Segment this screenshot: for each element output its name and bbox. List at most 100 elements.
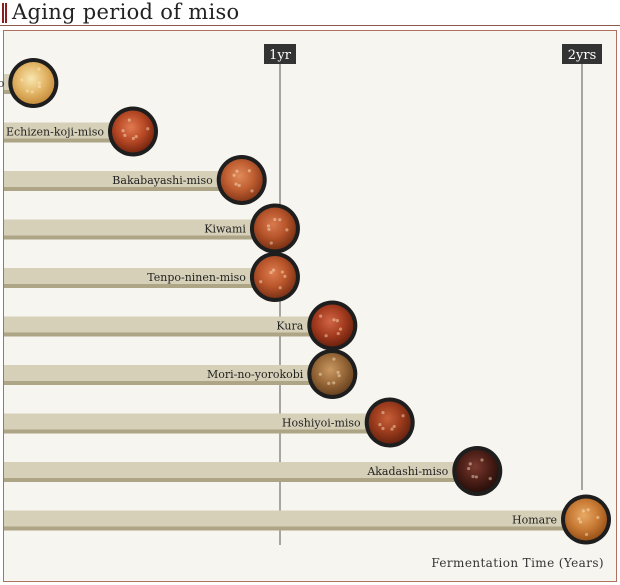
miso-texture-7 [336, 370, 340, 374]
miso-texture-6 [335, 319, 339, 323]
miso-photo-3 [220, 159, 263, 201]
title-underline [0, 25, 620, 26]
miso-texture-6 [319, 314, 323, 318]
miso-texture-10 [577, 517, 581, 521]
miso-texture-10 [584, 532, 589, 537]
bar-label-10: Homare [512, 514, 557, 527]
bar-label-7: Mori-no-yorokobi [207, 368, 304, 381]
bar-8 [4, 413, 390, 430]
miso-texture-10 [578, 520, 583, 524]
bar-label-1: Shiro-miso [0, 77, 5, 90]
miso-texture-8 [392, 424, 396, 429]
miso-texture-4 [267, 227, 271, 231]
miso-texture-4 [278, 218, 282, 222]
bar-7 [4, 365, 333, 381]
tick-box-2 [562, 44, 602, 64]
miso-texture-5 [283, 274, 287, 278]
miso-texture-2 [134, 134, 138, 139]
miso-texture-6 [324, 334, 328, 338]
miso-texture-2 [121, 129, 125, 133]
bar-label-8: Hoshiyoi-miso [282, 417, 361, 430]
bar-9 [4, 462, 478, 478]
miso-photo-2 [112, 110, 154, 153]
bar-10 [4, 510, 586, 527]
chart-title: Aging period of miso [12, 0, 240, 24]
x-axis-label: Fermentation Time (Years) [431, 556, 604, 570]
bar-2 [4, 122, 133, 139]
bar-label-3: Bakabayashi-miso [112, 174, 213, 187]
miso-texture-2 [131, 136, 135, 141]
miso-texture-9 [488, 477, 492, 481]
miso-texture-9 [467, 466, 471, 471]
miso-photo-9 [456, 450, 499, 492]
miso-texture-4 [273, 217, 277, 222]
miso-texture-10 [596, 515, 600, 520]
tick-label-1: 1yr [269, 48, 292, 63]
bar-6 [4, 316, 333, 333]
bar-label-9: Akadashi-miso [366, 465, 448, 478]
miso-texture-8 [381, 426, 385, 431]
miso-texture-8 [378, 422, 382, 427]
miso-texture-3 [237, 183, 241, 188]
miso-texture-6 [332, 318, 336, 322]
miso-texture-3 [232, 173, 236, 177]
miso-texture-1 [37, 81, 41, 85]
bar-label-6: Kura [276, 320, 303, 333]
miso-photo-7 [311, 353, 354, 395]
miso-photo-10 [565, 498, 607, 541]
miso-texture-7 [318, 372, 322, 376]
miso-texture-3 [234, 182, 238, 186]
miso-texture-1 [37, 67, 41, 71]
miso-texture-7 [332, 381, 336, 385]
miso-texture-5 [259, 280, 263, 284]
miso-texture-9 [480, 458, 484, 462]
miso-texture-3 [247, 169, 251, 173]
miso-texture-4 [269, 241, 273, 245]
bar-label-5: Tenpo-ninen-miso [147, 271, 246, 284]
miso-texture-6 [338, 327, 343, 331]
miso-texture-5 [280, 270, 285, 274]
miso-texture-6 [336, 331, 340, 336]
miso-texture-10 [586, 508, 590, 512]
bar-label-4: Kiwami [204, 223, 246, 236]
miso-texture-1 [30, 90, 34, 94]
miso-photo-5 [253, 256, 296, 298]
miso-texture-5 [269, 270, 273, 275]
miso-texture-3 [250, 189, 254, 193]
miso-texture-1 [25, 89, 29, 93]
miso-texture-1 [37, 84, 42, 89]
bar-5 [4, 268, 275, 284]
miso-texture-9 [468, 462, 472, 466]
miso-texture-8 [381, 410, 385, 415]
miso-texture-2 [146, 127, 150, 131]
miso-photo-6 [311, 304, 354, 347]
chart-header: Aging period of miso [0, 0, 620, 26]
chart-panel [3, 30, 617, 582]
miso-texture-7 [337, 374, 341, 378]
miso-texture-9 [471, 474, 475, 479]
tick-box-1 [264, 44, 296, 64]
title-accent-bar [2, 3, 7, 23]
miso-texture-7 [327, 381, 331, 385]
bar-3 [4, 171, 242, 187]
miso-texture-8 [390, 427, 394, 431]
miso-texture-2 [127, 118, 131, 122]
miso-texture-3 [235, 169, 239, 173]
miso-texture-7 [332, 357, 336, 361]
miso-photo-1 [12, 62, 55, 104]
miso-texture-1 [20, 78, 24, 82]
tick-label-2: 2yrs [568, 48, 597, 63]
miso-texture-10 [581, 509, 585, 513]
bar-4 [4, 219, 275, 236]
bar-label-2: Echizen-koji-miso [6, 126, 104, 139]
miso-texture-8 [401, 414, 405, 418]
miso-texture-5 [278, 286, 282, 290]
miso-texture-9 [474, 475, 479, 479]
miso-texture-2 [123, 133, 127, 137]
miso-photo-8 [368, 401, 411, 444]
miso-photo-4 [253, 207, 296, 250]
miso-texture-4 [266, 224, 271, 228]
miso-texture-4 [285, 228, 289, 232]
miso-texture-5 [271, 268, 276, 272]
